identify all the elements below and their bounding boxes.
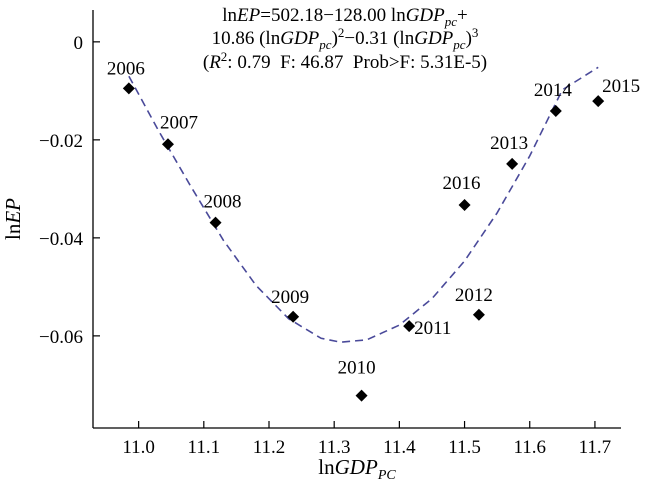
data-point [592,95,605,108]
data-point [355,389,368,402]
x-tick-label: 11.0 [122,437,155,458]
equation-line-2: 10.86 (lnGDPpc)2−0.31 (lnGDPpc)3 [212,25,479,52]
data-point-label: 2009 [271,287,309,308]
data-point [472,308,485,321]
y-tick-label: −0.04 [39,229,83,250]
data-point [458,199,471,212]
data-point [506,157,519,170]
x-tick-label: 11.7 [579,437,612,458]
data-point-label: 2010 [338,358,376,379]
data-point [161,138,174,151]
data-point-label: 2014 [534,80,573,101]
data-point-label: 2007 [160,112,198,133]
fit-curve-layer [128,66,599,344]
data-point [403,320,416,333]
equation-line-3: (R2: 0.79 F: 46.87 Prob>F: 5.31E-5) [203,49,487,73]
x-tick-label: 11.1 [188,437,221,458]
regression-equation: lnEP=502.18−128.00 lnGDPpc+10.86 (lnGDPp… [203,5,487,73]
x-tick-label: 11.5 [448,437,481,458]
x-tick-label: 11.4 [383,437,416,458]
axes: 11.0 11.1 11.2 11.3 11.4 11.5 11.6 11.7 0 −0.02 −0… [1,10,621,483]
equation-line-1: lnEP=502.18−128.00 lnGDPpc+ [222,5,468,29]
data-point-label: 2016 [443,173,481,194]
data-point [549,104,562,117]
data-point [209,216,222,229]
data-point-label: 2006 [107,58,145,79]
y-tick-label: 0 [74,33,84,54]
data-point [287,310,300,323]
fit-curve [128,66,599,344]
y-tick-label: −0.06 [39,327,83,348]
data-point [122,82,135,95]
x-axis-title: lnGDPPC [318,455,396,483]
y-axis-title: lnEP [1,198,25,240]
x-tick-label: 11.2 [253,437,286,458]
x-tick-label: 11.6 [513,437,546,458]
data-point-label: 2008 [204,192,242,213]
y-tick-label: −0.02 [39,131,83,152]
data-point-label: 2013 [490,133,528,154]
data-point-label: 2011 [414,318,451,339]
data-point-label: 2012 [455,285,493,306]
data-point-label: 2015 [602,76,640,97]
x-tick-label: 11.3 [318,437,351,458]
